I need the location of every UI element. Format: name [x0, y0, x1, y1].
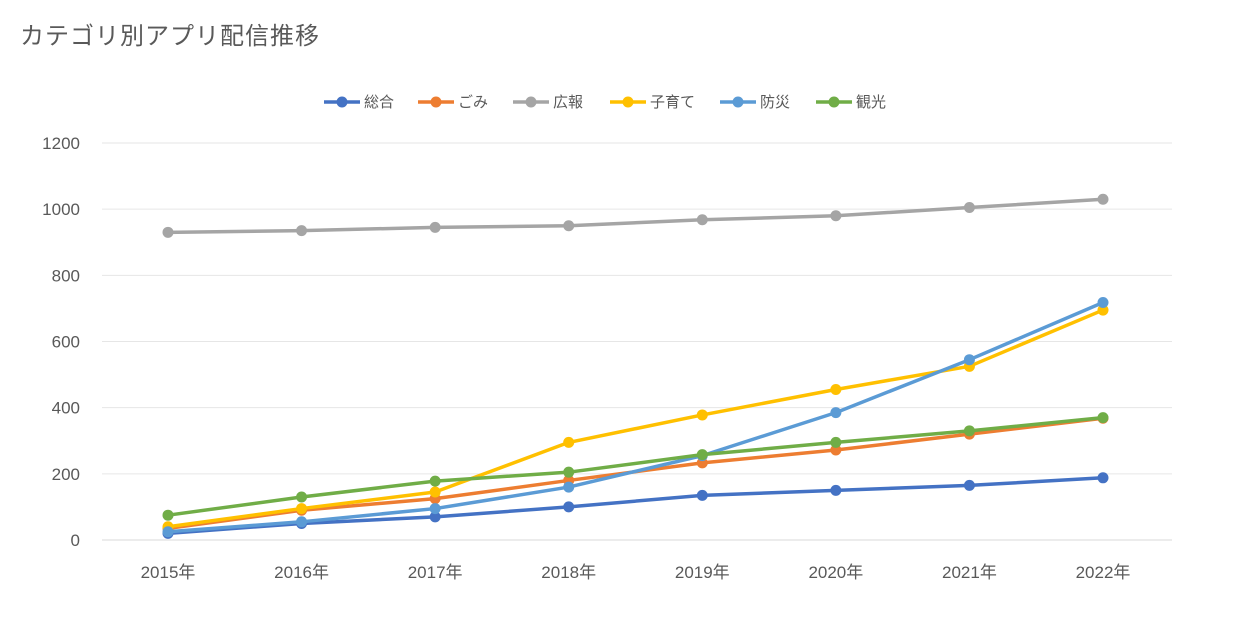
data-point — [563, 436, 575, 448]
y-tick-label: 600 — [52, 333, 80, 352]
legend-label: 観光 — [856, 93, 886, 111]
data-point — [162, 226, 174, 238]
legend-label: 防災 — [760, 93, 790, 111]
x-tick-label: 2015年 — [141, 563, 196, 582]
legend-label: 広報 — [553, 93, 583, 111]
data-point — [429, 475, 441, 487]
legend-marker — [828, 96, 840, 108]
series-line — [166, 197, 1105, 235]
data-point — [296, 503, 308, 515]
y-axis-ticks: 0 200 400 600 800 1000 1200 — [42, 134, 80, 550]
legend-item: ごみ — [418, 93, 488, 111]
data-point — [429, 503, 441, 515]
legend-item: 観光 — [816, 93, 886, 111]
legend-marker — [430, 96, 442, 108]
series-6 — [162, 412, 1109, 521]
data-point — [696, 214, 708, 226]
data-point — [830, 484, 842, 496]
series-3 — [162, 193, 1109, 238]
data-point — [563, 501, 575, 513]
legend-marker — [732, 96, 744, 108]
legend-marker — [622, 96, 634, 108]
series-lines — [162, 193, 1109, 539]
data-point — [296, 491, 308, 503]
legend-item: 総合 — [324, 93, 394, 111]
series-line — [166, 308, 1105, 529]
data-point — [1097, 412, 1109, 424]
legend-label: 子育て — [650, 93, 695, 111]
legend-marker — [336, 96, 348, 108]
data-point — [830, 436, 842, 448]
data-point — [963, 479, 975, 491]
data-point — [162, 509, 174, 521]
x-tick-label: 2020年 — [808, 563, 863, 582]
x-tick-label: 2019年 — [675, 563, 730, 582]
x-tick-label: 2016年 — [274, 563, 329, 582]
y-tick-label: 800 — [52, 266, 80, 285]
series-line — [166, 476, 1105, 536]
data-point — [563, 220, 575, 232]
chart-title: カテゴリ別アプリ配信推移 — [20, 22, 320, 50]
y-tick-label: 200 — [52, 465, 80, 484]
data-point — [1097, 296, 1109, 308]
data-point — [963, 354, 975, 366]
legend-item: 広報 — [513, 93, 583, 111]
x-axis-ticks: 2015年 2016年 2017年 2018年 2019年 2020年 2021年 2022年 — [141, 563, 1131, 582]
legend-label: ごみ — [458, 93, 488, 111]
x-tick-label: 2018年 — [541, 563, 596, 582]
legend: 総合 ごみ 広報 子育て 防災 観光 — [324, 93, 886, 111]
data-point — [1097, 304, 1109, 316]
series-line — [166, 415, 1105, 517]
data-point — [296, 516, 308, 528]
data-point — [830, 383, 842, 395]
legend-marker — [525, 96, 537, 108]
series-line — [166, 300, 1105, 534]
data-point — [830, 407, 842, 419]
data-point — [563, 481, 575, 493]
x-tick-label: 2021年 — [942, 563, 997, 582]
legend-item: 子育て — [610, 93, 695, 111]
data-point — [1097, 193, 1109, 205]
x-tick-label: 2017年 — [408, 563, 463, 582]
x-tick-label: 2022年 — [1076, 563, 1131, 582]
data-point — [429, 221, 441, 233]
data-point — [696, 409, 708, 421]
data-point — [429, 511, 441, 523]
data-point — [1097, 472, 1109, 484]
y-tick-label: 1200 — [42, 134, 80, 153]
data-point — [696, 489, 708, 501]
data-point — [296, 225, 308, 237]
legend-item: 防災 — [720, 93, 790, 111]
y-tick-label: 0 — [71, 531, 80, 550]
data-point — [830, 444, 842, 456]
y-tick-label: 400 — [52, 399, 80, 418]
data-point — [429, 486, 441, 498]
gridlines — [102, 142, 1172, 541]
data-point — [696, 449, 708, 461]
legend-label: 総合 — [364, 93, 394, 111]
data-point — [963, 202, 975, 214]
data-point — [963, 425, 975, 437]
data-point — [830, 210, 842, 222]
data-point — [162, 526, 174, 538]
y-tick-label: 1000 — [42, 200, 80, 219]
data-point — [563, 466, 575, 478]
